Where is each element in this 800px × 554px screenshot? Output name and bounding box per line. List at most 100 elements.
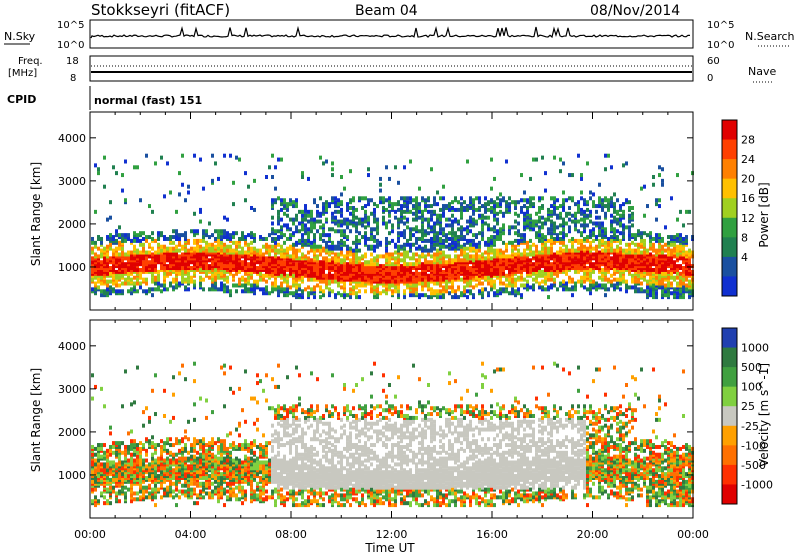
heatmap-cell (148, 242, 151, 247)
heatmap-cell (289, 291, 292, 296)
heatmap-cell (685, 250, 688, 255)
heatmap-cell (172, 246, 175, 251)
heatmap-cell (472, 211, 475, 216)
heatmap-cell (442, 196, 445, 201)
heatmap-cell (577, 264, 580, 269)
heatmap-cell (394, 242, 397, 247)
heatmap-cell (403, 289, 406, 294)
heatmap-cell (100, 454, 103, 459)
heatmap-cell (565, 211, 568, 216)
heatmap-cell (361, 205, 364, 210)
heatmap-cell (481, 219, 484, 224)
heatmap-cell (685, 264, 688, 269)
heatmap-cell (595, 287, 598, 292)
heatmap-cell (418, 202, 421, 207)
y-tick-label: 2000 (58, 218, 86, 231)
heatmap-cell (664, 242, 667, 247)
heatmap-cell (352, 285, 355, 290)
colorbar-tick-label: 24 (741, 153, 755, 166)
heatmap-cell (109, 452, 112, 457)
heatmap-cell (670, 235, 673, 240)
heatmap-cell (301, 242, 304, 247)
heatmap-cell (538, 215, 541, 220)
heatmap-cell (568, 248, 571, 253)
heatmap-cell (304, 264, 307, 269)
heatmap-cell (634, 248, 637, 253)
heatmap-cell (292, 262, 295, 267)
heatmap-cell (271, 236, 274, 241)
heatmap-cell (232, 283, 235, 288)
heatmap-cell (301, 289, 304, 294)
heatmap-cell (388, 176, 391, 181)
heatmap-cell (469, 242, 472, 247)
heatmap-cell (280, 254, 283, 259)
heatmap-cell (328, 291, 331, 296)
heatmap-cell (283, 204, 286, 209)
heatmap-cell (316, 219, 319, 224)
heatmap-cell (361, 262, 364, 267)
heatmap-cell (472, 246, 475, 251)
heatmap-cell (664, 283, 667, 288)
heatmap-cell (439, 231, 442, 236)
heatmap-cell (436, 213, 439, 218)
heatmap-cell (589, 190, 592, 195)
heatmap-cell (466, 159, 469, 164)
heatmap-cell (151, 273, 154, 278)
heatmap-cell (367, 215, 370, 220)
heatmap-cell (193, 254, 196, 259)
heatmap-cell (499, 291, 502, 296)
heatmap-cell (424, 248, 427, 253)
heatmap-cell (502, 287, 505, 292)
heatmap-cell (391, 252, 394, 257)
nsky-line (90, 25, 691, 39)
freq-label: Freq. (18, 56, 43, 67)
heatmap-cell (628, 205, 631, 210)
heatmap-cell (589, 240, 592, 245)
beam-title: Beam 04 (355, 3, 418, 19)
heatmap-cell (625, 242, 628, 247)
heatmap-cell (145, 235, 148, 240)
heatmap-cell (289, 254, 292, 259)
heatmap-cell (622, 248, 625, 253)
heatmap-cell (307, 256, 310, 261)
heatmap-cell (388, 209, 391, 214)
heatmap-cell (496, 289, 499, 294)
heatmap-cell (364, 215, 367, 220)
nave-tick-high: 60 (707, 56, 720, 67)
heatmap-cell (331, 256, 334, 261)
heatmap-cell (610, 260, 613, 265)
heatmap-cell (646, 271, 649, 276)
heatmap-cell (586, 207, 589, 212)
heatmap-cell (112, 281, 115, 286)
heatmap-cell (526, 198, 529, 203)
heatmap-cell (553, 155, 556, 160)
heatmap-cell (97, 446, 100, 451)
heatmap-cell (619, 273, 622, 278)
heatmap-cell (316, 209, 319, 214)
heatmap-cell (115, 462, 118, 467)
heatmap-cell (547, 227, 550, 232)
heatmap-cell (94, 240, 97, 245)
heatmap-cell (517, 275, 520, 280)
heatmap-cell (364, 252, 367, 257)
heatmap-cell (616, 221, 619, 226)
heatmap-cell (364, 231, 367, 236)
heatmap-cell (631, 233, 634, 238)
heatmap-cell (484, 250, 487, 255)
heatmap-cell (478, 269, 481, 274)
heatmap-cell (274, 198, 277, 203)
heatmap-cell (544, 275, 547, 280)
heatmap-cell (433, 281, 436, 286)
heatmap-cell (541, 215, 544, 220)
heatmap-cell (583, 229, 586, 234)
heatmap-cell (607, 242, 610, 247)
heatmap-cell (604, 227, 607, 232)
heatmap-cell (421, 262, 424, 267)
heatmap-cell (388, 219, 391, 224)
heatmap-cell (472, 205, 475, 210)
heatmap-cell (286, 287, 289, 292)
heatmap-cell (679, 236, 682, 241)
heatmap-cell (334, 204, 337, 209)
heatmap-cell (550, 235, 553, 240)
heatmap-cell (331, 211, 334, 216)
